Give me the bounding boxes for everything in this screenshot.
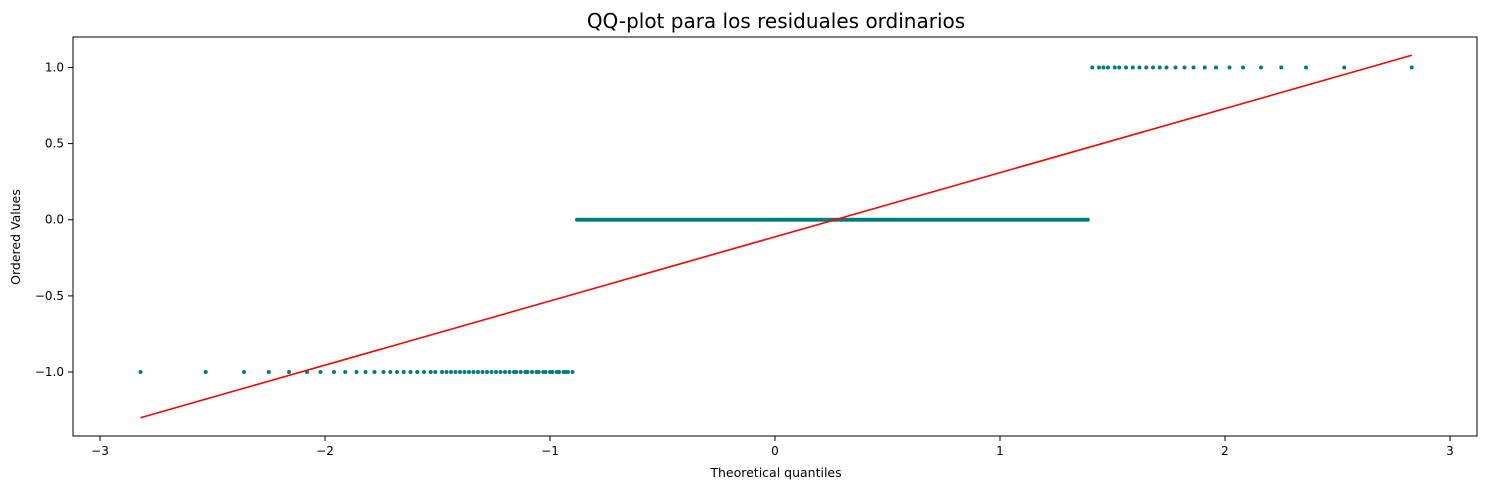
data-point xyxy=(1227,65,1232,70)
data-point xyxy=(388,370,393,375)
y-tick-label: −1.0 xyxy=(35,365,64,379)
data-point xyxy=(467,370,471,375)
data-point xyxy=(318,370,323,375)
data-point xyxy=(1117,65,1122,70)
y-tick-label: 1.0 xyxy=(45,60,64,74)
data-point xyxy=(566,370,570,375)
data-point xyxy=(1342,65,1347,70)
data-point xyxy=(557,370,561,375)
data-point xyxy=(287,370,291,375)
data-point xyxy=(415,370,420,375)
data-point xyxy=(1164,65,1169,70)
data-point xyxy=(498,370,503,375)
y-tick-label: 0.0 xyxy=(45,213,64,227)
data-point xyxy=(530,370,534,375)
data-point xyxy=(514,370,519,375)
x-tick-label: 2 xyxy=(1221,444,1229,458)
data-point xyxy=(1259,65,1263,70)
data-point xyxy=(1137,65,1142,70)
x-axis-label: Theoretical quantiles xyxy=(709,465,841,480)
x-tick-label: 3 xyxy=(1446,444,1454,458)
y-tick-label: −0.5 xyxy=(35,289,64,303)
fit-line-group xyxy=(140,54,1412,419)
data-point xyxy=(428,370,433,375)
data-point xyxy=(1101,65,1106,70)
chart-title: QQ-plot para los residuales ordinarios xyxy=(587,9,965,33)
data-point xyxy=(242,370,246,375)
x-tick-label: −3 xyxy=(91,444,109,458)
data-point xyxy=(489,370,494,375)
data-point xyxy=(480,370,485,375)
data-point xyxy=(458,370,462,375)
data-point xyxy=(518,370,523,375)
x-tick-label: −2 xyxy=(316,444,334,458)
data-point xyxy=(266,370,271,375)
data-point xyxy=(1173,65,1178,70)
data-point xyxy=(433,370,438,375)
data-point xyxy=(1304,65,1308,70)
data-point xyxy=(332,370,336,375)
data-point xyxy=(476,370,480,375)
data-point xyxy=(536,370,541,375)
fit-line xyxy=(140,54,1412,419)
data-point xyxy=(1409,65,1414,70)
data-point xyxy=(543,370,548,375)
data-point xyxy=(494,370,498,375)
data-point xyxy=(1090,65,1095,70)
data-point xyxy=(1097,65,1101,70)
data-point xyxy=(550,370,555,375)
data-point xyxy=(203,370,208,375)
data-point xyxy=(1151,65,1155,70)
data-points xyxy=(138,65,1414,375)
data-point xyxy=(453,370,458,375)
data-point xyxy=(1130,65,1135,70)
x-tick-label: 1 xyxy=(996,444,1004,458)
data-point xyxy=(1085,217,1090,222)
data-point xyxy=(1279,65,1284,70)
x-tick-label: 0 xyxy=(771,444,779,458)
data-point xyxy=(485,370,489,375)
data-point xyxy=(525,370,530,375)
data-point xyxy=(1144,65,1149,70)
data-point xyxy=(138,370,143,375)
data-point xyxy=(395,370,399,375)
data-point xyxy=(444,370,449,375)
data-point xyxy=(503,370,507,375)
data-point xyxy=(354,370,359,375)
data-point xyxy=(1191,65,1196,70)
data-point xyxy=(449,370,453,375)
data-point xyxy=(408,370,413,375)
data-point xyxy=(343,370,348,375)
data-point xyxy=(401,370,406,375)
data-point xyxy=(471,370,476,375)
data-point xyxy=(381,370,386,375)
data-point xyxy=(372,370,377,375)
data-point xyxy=(1202,65,1207,70)
data-point xyxy=(1241,65,1245,70)
data-point xyxy=(1112,65,1117,70)
x-tick-label: −1 xyxy=(541,444,559,458)
data-point xyxy=(1214,65,1218,70)
axes: −3 −2 −1 0 1 2 3 −1.0 −0.5 0.0 0.5 1.0 xyxy=(35,36,1478,458)
data-point xyxy=(1106,65,1110,70)
data-point xyxy=(440,370,444,375)
data-point xyxy=(570,370,575,375)
data-point xyxy=(1182,65,1187,70)
data-point xyxy=(1124,65,1128,70)
data-point xyxy=(422,370,426,375)
y-tick-label: 0.5 xyxy=(45,137,64,151)
data-point xyxy=(507,370,512,375)
data-point xyxy=(1157,65,1162,70)
data-point xyxy=(462,370,467,375)
y-axis-label: Ordered Values xyxy=(8,189,23,285)
data-point xyxy=(363,370,368,375)
